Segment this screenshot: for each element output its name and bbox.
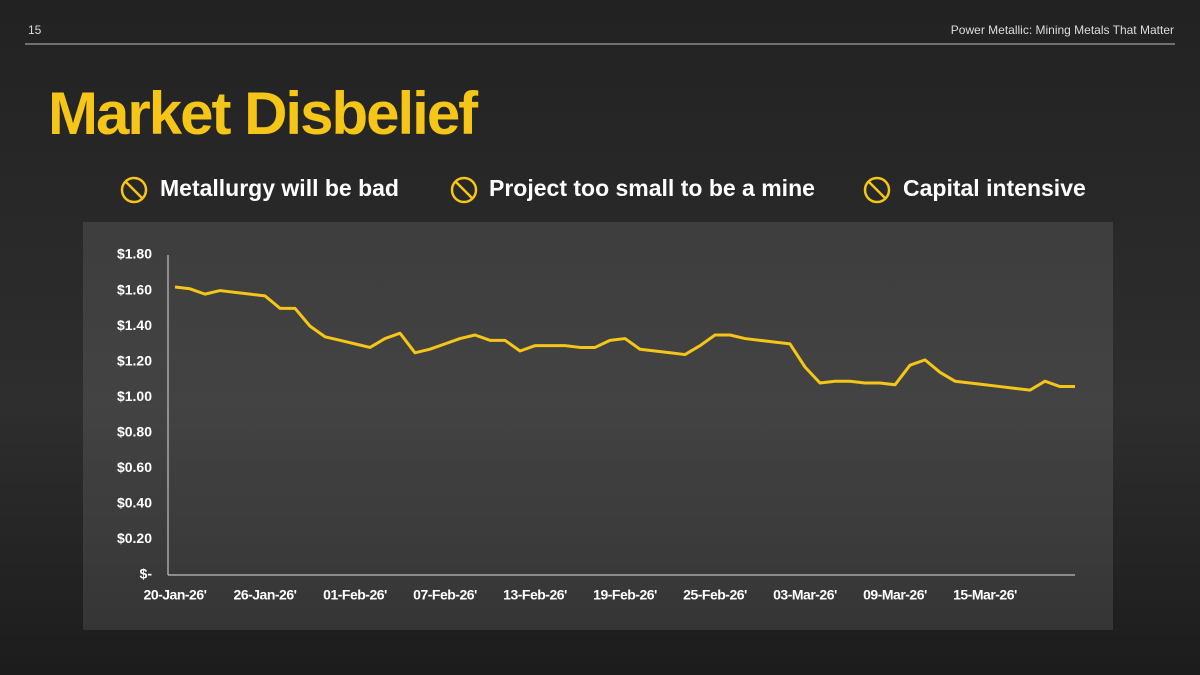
chart: $- $0.20 $0.40 $0.60 $0.80 $1.00 $1.20 $1.40 $1.…: [117, 246, 1075, 603]
x-tick-label: 13-Feb-26': [503, 587, 567, 603]
no-icon-slash: [868, 181, 886, 199]
y-tick-label: $0.60: [117, 459, 152, 475]
x-tick-label: 07-Feb-26': [413, 587, 477, 603]
no-icon-slash: [455, 181, 473, 199]
point: Project too small to be a mine: [450, 175, 815, 204]
x-tick-label: 01-Feb-26': [323, 587, 387, 603]
x-tick-label: 26-Jan-26': [234, 587, 297, 603]
x-tick-label: 03-Mar-26': [773, 587, 837, 603]
page-number: 15: [28, 23, 42, 37]
x-tick-label: 20-Jan-26': [144, 587, 207, 603]
x-tick-label: 15-Mar-26': [953, 587, 1017, 603]
x-tick-label: 09-Mar-26': [863, 587, 927, 603]
y-tick-label: $1.40: [117, 317, 152, 333]
y-tick-label: $1.80: [117, 246, 152, 262]
y-tick-label: $1.20: [117, 352, 152, 368]
point: Capital intensive: [863, 175, 1086, 204]
y-tick-label: $1.00: [117, 388, 152, 404]
point-text: Capital intensive: [903, 175, 1086, 201]
x-tick-label: 19-Feb-26': [593, 587, 657, 603]
no-icon-slash: [125, 181, 143, 199]
y-tick-label: $1.60: [117, 281, 152, 297]
point: Metallurgy will be bad: [120, 175, 399, 204]
header: Power Metallic: Mining Metals That Matte…: [951, 23, 1174, 37]
y-tick-label: $0.40: [117, 495, 152, 511]
y-tick-label: $0.20: [117, 530, 152, 546]
x-tick-label: 25-Feb-26': [683, 587, 747, 603]
y-tick-label: $-: [140, 566, 153, 582]
no-icon: [450, 176, 478, 204]
slide-title: Market Disbelief: [48, 80, 479, 147]
no-icon: [863, 176, 891, 204]
y-tick-label: $0.80: [117, 423, 152, 439]
point-text: Project too small to be a mine: [489, 175, 815, 201]
price-line: [174, 285, 1075, 392]
chart-panel: [83, 222, 1113, 630]
no-icon: [120, 176, 148, 204]
point-text: Metallurgy will be bad: [160, 175, 399, 201]
